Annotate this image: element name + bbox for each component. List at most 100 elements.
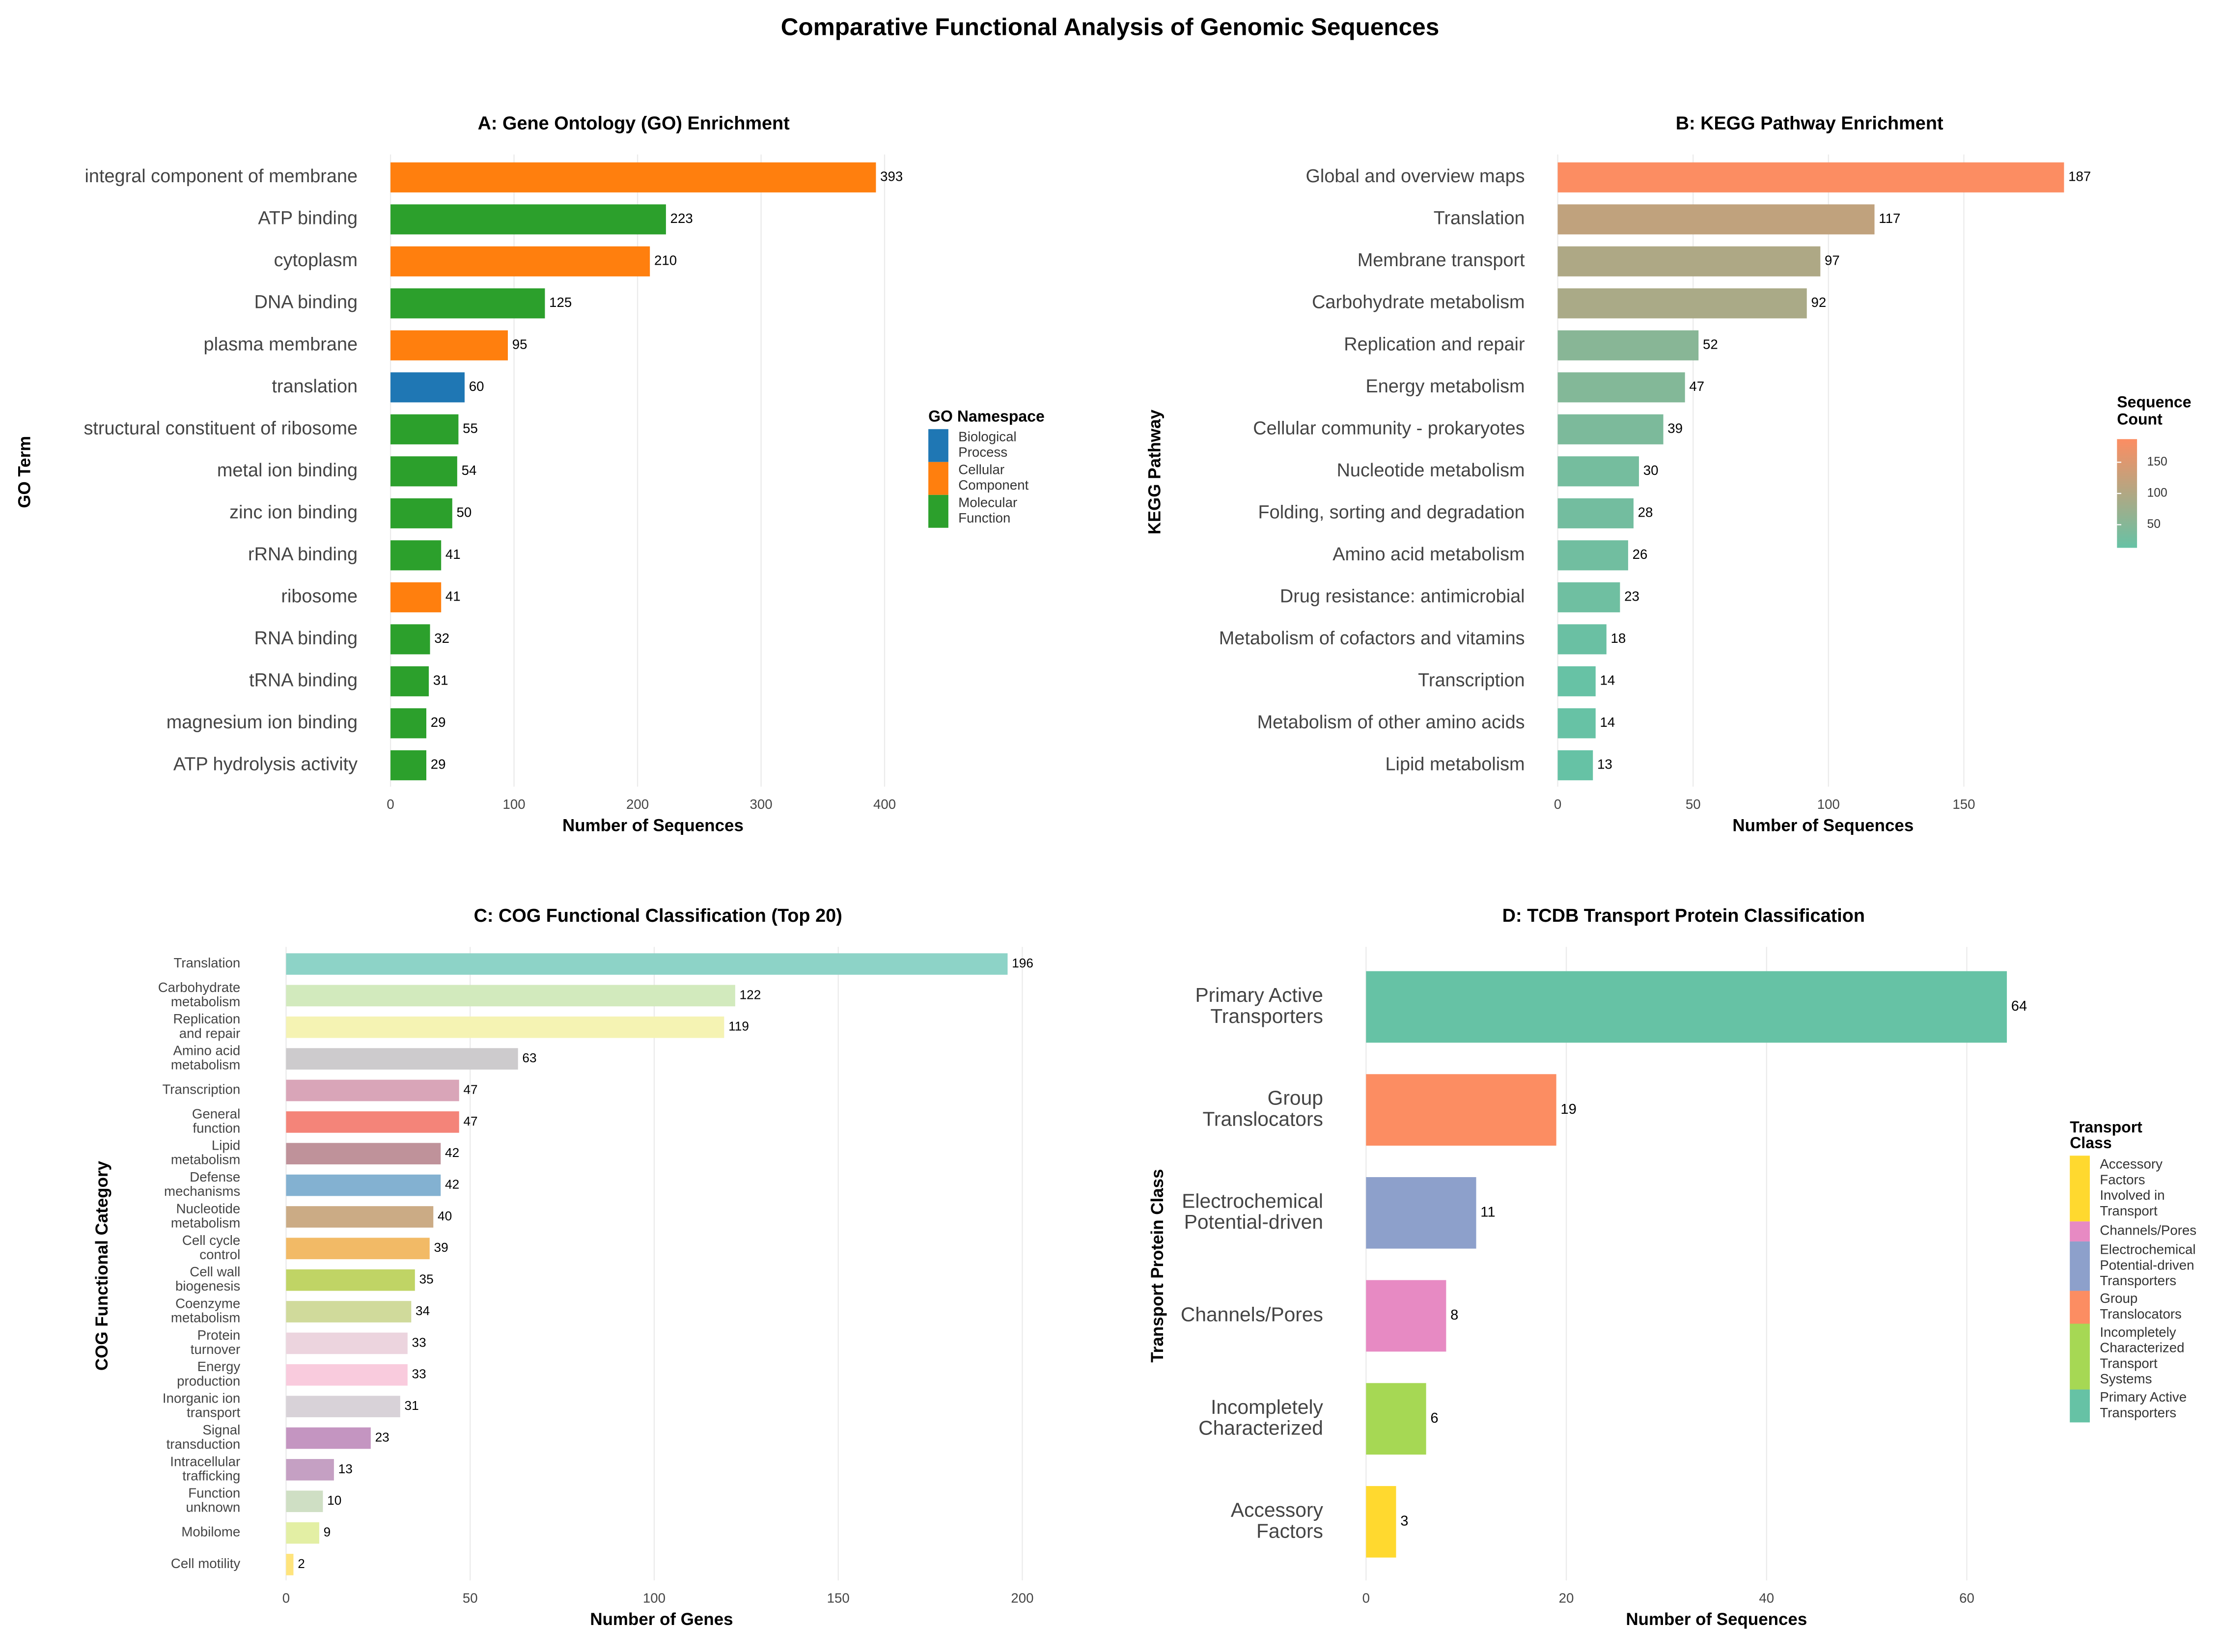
bar xyxy=(1366,1383,1426,1455)
bar xyxy=(286,1396,400,1417)
y-tick-label: Metabolism of other amino acids xyxy=(1257,712,1525,733)
value-label: 64 xyxy=(2011,998,2027,1014)
legend-swatch xyxy=(2070,1291,2090,1324)
bar xyxy=(1557,498,1634,528)
bar xyxy=(390,162,876,193)
legend-title: GO Namespace xyxy=(928,408,1045,425)
value-label: 187 xyxy=(2068,169,2091,184)
legend-label: Biological Process xyxy=(958,429,1016,460)
x-tick-label: 0 xyxy=(1362,1590,1370,1605)
bar xyxy=(286,1111,459,1133)
x-tick-label: 50 xyxy=(463,1590,478,1605)
value-label: 3 xyxy=(1400,1514,1408,1529)
value-label: 28 xyxy=(1638,505,1653,520)
bar xyxy=(286,1269,415,1291)
value-label: 47 xyxy=(1689,379,1704,394)
value-label: 14 xyxy=(1600,673,1615,688)
bar xyxy=(1557,666,1596,696)
value-label: 35 xyxy=(419,1272,434,1287)
y-tick-label: Translation xyxy=(173,955,240,970)
value-label: 54 xyxy=(462,463,477,478)
y-tick-label: Amino acid metabolism xyxy=(1332,544,1525,565)
y-tick-label: Cell cycle control xyxy=(182,1233,240,1262)
x-tick-label: 0 xyxy=(1554,797,1561,812)
value-label: 47 xyxy=(463,1114,477,1129)
legend-label: Primary Active Transporters xyxy=(2100,1389,2187,1420)
bar xyxy=(390,204,666,235)
bar xyxy=(390,456,457,487)
y-tick-label: Nucleotide metabolism xyxy=(171,1201,240,1231)
y-tick-label: Inorganic ion transport xyxy=(163,1391,241,1420)
bar xyxy=(286,1332,408,1354)
x-tick-label: 200 xyxy=(626,797,649,812)
panel-title: B: KEGG Pathway Enrichment xyxy=(1676,113,1943,134)
value-label: 52 xyxy=(1703,337,1718,352)
figure-title: Comparative Functional Analysis of Genom… xyxy=(781,13,1440,40)
y-tick-label: DNA binding xyxy=(254,292,358,313)
y-tick-label: rRNA binding xyxy=(248,544,358,565)
value-label: 196 xyxy=(1012,956,1033,970)
bar xyxy=(1557,204,1875,235)
value-label: 33 xyxy=(412,1335,426,1349)
bar xyxy=(1366,1280,1446,1352)
value-label: 23 xyxy=(375,1430,389,1444)
value-label: 223 xyxy=(670,211,693,226)
value-label: 13 xyxy=(1597,757,1612,772)
bar xyxy=(1557,288,1807,319)
bar xyxy=(1557,750,1593,780)
bar xyxy=(286,1016,724,1038)
y-tick-label: Primary Active Transporters xyxy=(1195,984,1323,1027)
value-label: 19 xyxy=(1560,1101,1576,1117)
y-tick-label: Transcription xyxy=(162,1082,240,1097)
y-axis-title: Transport Protein Class xyxy=(1148,1169,1167,1362)
legend-label: Molecular Function xyxy=(958,495,1017,526)
y-tick-label: Nucleotide metabolism xyxy=(1337,460,1525,481)
bar xyxy=(1557,372,1685,403)
y-tick-label: Accessory Factors xyxy=(1231,1498,1324,1542)
y-tick-label: Electrochemical Potential-driven xyxy=(1182,1189,1323,1233)
y-tick-label: Metabolism of cofactors and vitamins xyxy=(1219,628,1525,649)
value-label: 50 xyxy=(457,505,472,520)
value-label: 119 xyxy=(728,1019,749,1034)
value-label: 2 xyxy=(298,1556,305,1571)
value-label: 18 xyxy=(1611,631,1626,646)
y-tick-label: General function xyxy=(192,1106,240,1136)
value-label: 39 xyxy=(434,1240,448,1255)
bar xyxy=(1557,162,2064,193)
bar xyxy=(390,288,545,319)
x-tick-label: 100 xyxy=(502,797,525,812)
bar xyxy=(1366,971,2007,1043)
value-label: 393 xyxy=(880,169,903,184)
y-tick-label: plasma membrane xyxy=(204,334,358,355)
x-tick-label: 60 xyxy=(1959,1590,1974,1605)
legend-swatch xyxy=(928,429,948,462)
x-axis-title: Number of Sequences xyxy=(1626,1610,1807,1629)
bar xyxy=(1557,540,1628,571)
y-tick-label: Amino acid metabolism xyxy=(171,1043,240,1073)
legend-label: Group Translocators xyxy=(2100,1291,2182,1322)
bar xyxy=(1557,624,1607,655)
y-tick-label: Incompletely Characterized xyxy=(1198,1396,1323,1439)
bar xyxy=(286,1522,319,1544)
y-tick-label: ribosome xyxy=(281,586,358,606)
x-tick-label: 0 xyxy=(282,1590,290,1605)
legend-label: Incompletely Characterized Transport System… xyxy=(2100,1324,2184,1386)
bar xyxy=(1557,456,1639,487)
y-axis-title: GO Term xyxy=(15,436,34,508)
value-label: 47 xyxy=(463,1082,477,1097)
value-label: 14 xyxy=(1600,715,1615,730)
y-tick-label: Folding, sorting and degradation xyxy=(1258,502,1525,523)
value-label: 55 xyxy=(463,421,478,436)
y-tick-label: Transcription xyxy=(1418,670,1525,690)
y-tick-label: Cell motility xyxy=(171,1556,241,1571)
value-label: 10 xyxy=(327,1493,341,1508)
value-label: 210 xyxy=(654,253,677,268)
bar xyxy=(1557,414,1664,444)
bar xyxy=(390,540,442,571)
value-label: 31 xyxy=(433,673,448,688)
bar xyxy=(286,1079,459,1101)
x-axis-title: Number of Sequences xyxy=(562,816,744,835)
x-tick-label: 40 xyxy=(1759,1590,1774,1605)
x-tick-label: 300 xyxy=(749,797,772,812)
x-tick-label: 50 xyxy=(1686,797,1701,812)
